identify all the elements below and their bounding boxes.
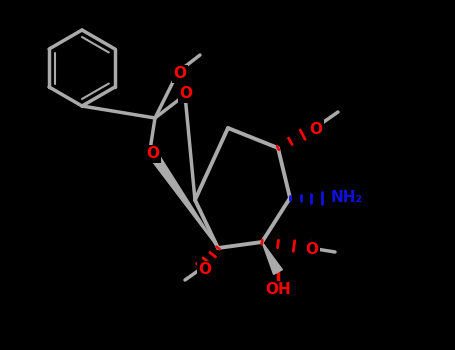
Polygon shape [146, 147, 218, 248]
Text: O: O [173, 66, 187, 82]
Text: OH: OH [265, 282, 291, 298]
Text: O: O [198, 262, 212, 278]
Text: O: O [180, 86, 192, 102]
Polygon shape [262, 242, 283, 274]
Text: O: O [147, 147, 160, 161]
Text: O: O [305, 241, 318, 257]
Text: O: O [309, 121, 323, 136]
Text: NH₂: NH₂ [331, 190, 363, 205]
